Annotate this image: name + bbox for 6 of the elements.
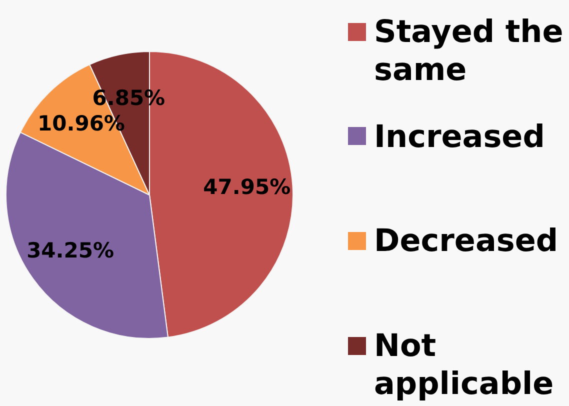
- data-label: 34.25%: [26, 238, 114, 262]
- data-label: 47.95%: [203, 175, 291, 200]
- legend-label: Stayed the same: [374, 13, 564, 89]
- legend-label: Increased: [374, 118, 546, 156]
- legend-label: Decreased: [374, 222, 560, 260]
- legend-label: Not applicable: [374, 327, 555, 404]
